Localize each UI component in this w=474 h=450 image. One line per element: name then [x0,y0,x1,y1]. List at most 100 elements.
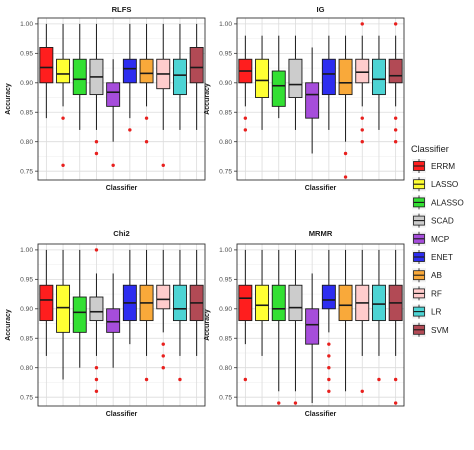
box-body [39,47,54,84]
y-tick-label: 0.90 [219,306,232,313]
box-body [321,284,336,310]
box-body [388,58,403,84]
outlier-point [161,354,165,358]
outlier-point [61,163,65,167]
outlier-point [94,366,99,370]
box-scad [89,23,104,156]
legend-item-alasso: ALASSO [412,195,464,210]
outlier-point [61,116,65,120]
box-ab [338,35,353,179]
y-tick-label: 0.80 [20,365,33,372]
outlier-point [144,116,149,120]
outlier-point [94,389,99,393]
box-scad [89,248,104,393]
box-body [255,58,270,98]
legend-label: RF [431,289,442,298]
y-tick-label: 0.75 [20,394,33,401]
y-tick-label: 0.80 [219,365,232,372]
outlier-point [144,377,149,382]
y-tick-label: 1.00 [219,247,232,254]
y-tick-label: 0.95 [20,51,33,58]
box-body [56,58,71,84]
chart-panel-ig: 0.75 0.80 0.85 0.90 0.95 1.00 IG Classifier Accu… [204,5,405,192]
box-body [371,284,386,322]
outlier-point [94,140,99,144]
outlier-point [243,128,248,132]
y-tick-label: 1.00 [219,21,232,28]
box-lasso [56,23,71,167]
chart-panel-mrmr: 0.75 0.80 0.85 0.90 0.95 1.00 MRMR Classifier Ac… [204,229,405,418]
outlier-point [393,22,398,26]
box-body [56,284,71,333]
box-lasso [255,35,270,130]
y-tick-label: 1.00 [20,247,33,254]
box-body [139,58,154,84]
legend-item-ab: AB [412,268,442,283]
y-tick-label: 0.95 [219,277,232,284]
box-body [106,308,121,333]
outlier-point [327,377,331,382]
box-enet [321,35,336,130]
outlier-point [360,22,364,26]
box-body [255,284,270,322]
box-rf [156,23,171,167]
outlier-point [327,342,331,346]
plot-area [237,244,404,406]
legend-label: ERRM [431,162,455,171]
y-tick-label: 0.85 [219,110,232,117]
legend-label: SCAD [431,217,454,226]
outlier-point [343,151,348,156]
box-body [305,308,320,345]
legend-item-lr: LR [412,304,442,319]
box-rf [355,249,370,393]
box-enet [321,249,336,393]
outlier-point [360,116,364,120]
x-axis-label: Classifier [305,185,337,192]
legend-item-mcp: MCP [412,231,450,246]
panel-border [37,17,206,181]
y-tick-label: 0.80 [219,139,232,146]
box-errm [238,35,253,132]
outlier-point [393,377,398,382]
outlier-point [327,354,331,358]
legend-label: AB [431,271,442,280]
panel-border [236,17,405,181]
legend-item-enet: ENET [412,250,453,264]
outlier-point [327,366,331,370]
outlier-point [128,128,132,132]
box-enet [122,23,137,132]
box-alasso [271,249,286,405]
box-body [371,58,386,96]
box-body [355,58,370,84]
box-ab [139,249,154,382]
box-alasso [72,23,87,130]
box-body [238,284,253,322]
outlier-point [360,389,364,393]
box-body [271,70,286,107]
outlier-point [327,389,331,393]
outlier-point [360,140,364,144]
outlier-point [94,248,99,252]
legend-label: ALASSO [431,198,464,207]
y-tick-label: 0.90 [20,80,33,87]
outlier-point [161,342,165,346]
legend: Classifier ERRM LASSO ALASSO SCAD MCP ENET AB RF… [411,144,464,337]
y-tick-label: 1.00 [20,21,33,28]
box-errm [39,249,54,356]
y-tick-label: 0.85 [20,336,33,343]
box-lr [371,35,386,130]
outlier-point [393,116,398,120]
outlier-point [343,175,348,179]
box-body [338,58,353,96]
outlier-point [94,151,99,156]
box-body [288,58,303,98]
box-rf [156,249,171,370]
outlier-point [393,401,398,405]
panel-title: RLFS [112,5,132,14]
panel-border [236,243,405,407]
outlier-point [293,401,298,405]
panel-title: Chi2 [113,229,129,238]
outlier-point [243,377,248,382]
box-mcp [106,59,121,167]
panel-border [37,243,206,407]
